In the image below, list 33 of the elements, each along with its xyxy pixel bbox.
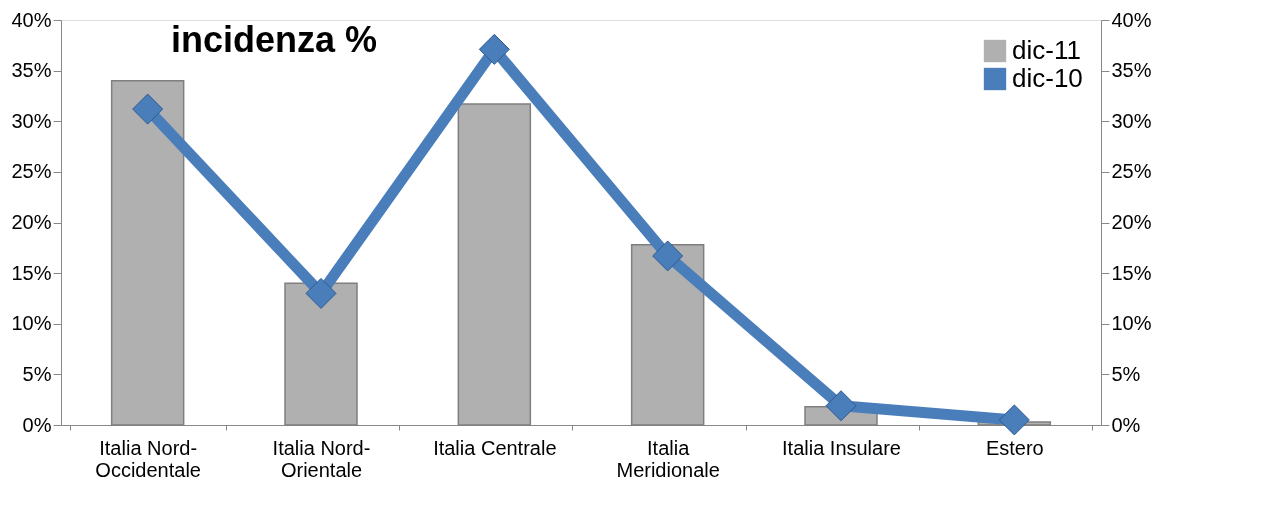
point [825, 390, 857, 422]
y-tick-label: 15% [11, 261, 52, 284]
x-tick-label: Italia Nord-Occidentale [95, 436, 201, 481]
point [652, 240, 684, 272]
x-tick-label: Italia Meridionale [616, 436, 720, 481]
x-tick-label: Italia Insulare [782, 436, 901, 459]
point [132, 93, 164, 125]
y-tick-label: 0% [22, 413, 52, 436]
x-tick-label: Italia Centrale [433, 436, 557, 459]
point [305, 277, 337, 309]
y-tick-label: 40% [11, 8, 52, 31]
y2-tick-label: 0% [1111, 413, 1141, 436]
y2-tick-label: 15% [1111, 261, 1152, 284]
chart-title: incidenza % [170, 19, 378, 60]
point [478, 33, 510, 65]
y-tick-label: 35% [11, 59, 52, 82]
y2-tick-label: 20% [1111, 211, 1152, 233]
x-tick-label: Estero [985, 436, 1044, 459]
y2-tick-label: 30% [1111, 109, 1152, 132]
y-tick-label: 10% [11, 312, 52, 335]
y2-tick-label: 25% [1111, 160, 1152, 183]
y2-tick-label: 40% [1111, 8, 1152, 31]
y2-tick-label: 35% [1111, 59, 1152, 82]
y-tick-label: 5% [22, 362, 52, 385]
legend-label: dic-11 [1012, 35, 1081, 65]
y-tick-label: 30% [11, 109, 52, 132]
y-tick-label: 25% [11, 160, 52, 183]
legend-label: dic-10 [1012, 63, 1083, 93]
y-tick-label: 20% [11, 211, 52, 233]
y2-tick-label: 5% [1111, 362, 1141, 385]
x-tick-label: Italia Nord-Orientale [272, 436, 371, 481]
y2-tick-label: 10% [1111, 312, 1152, 335]
point [998, 404, 1030, 436]
